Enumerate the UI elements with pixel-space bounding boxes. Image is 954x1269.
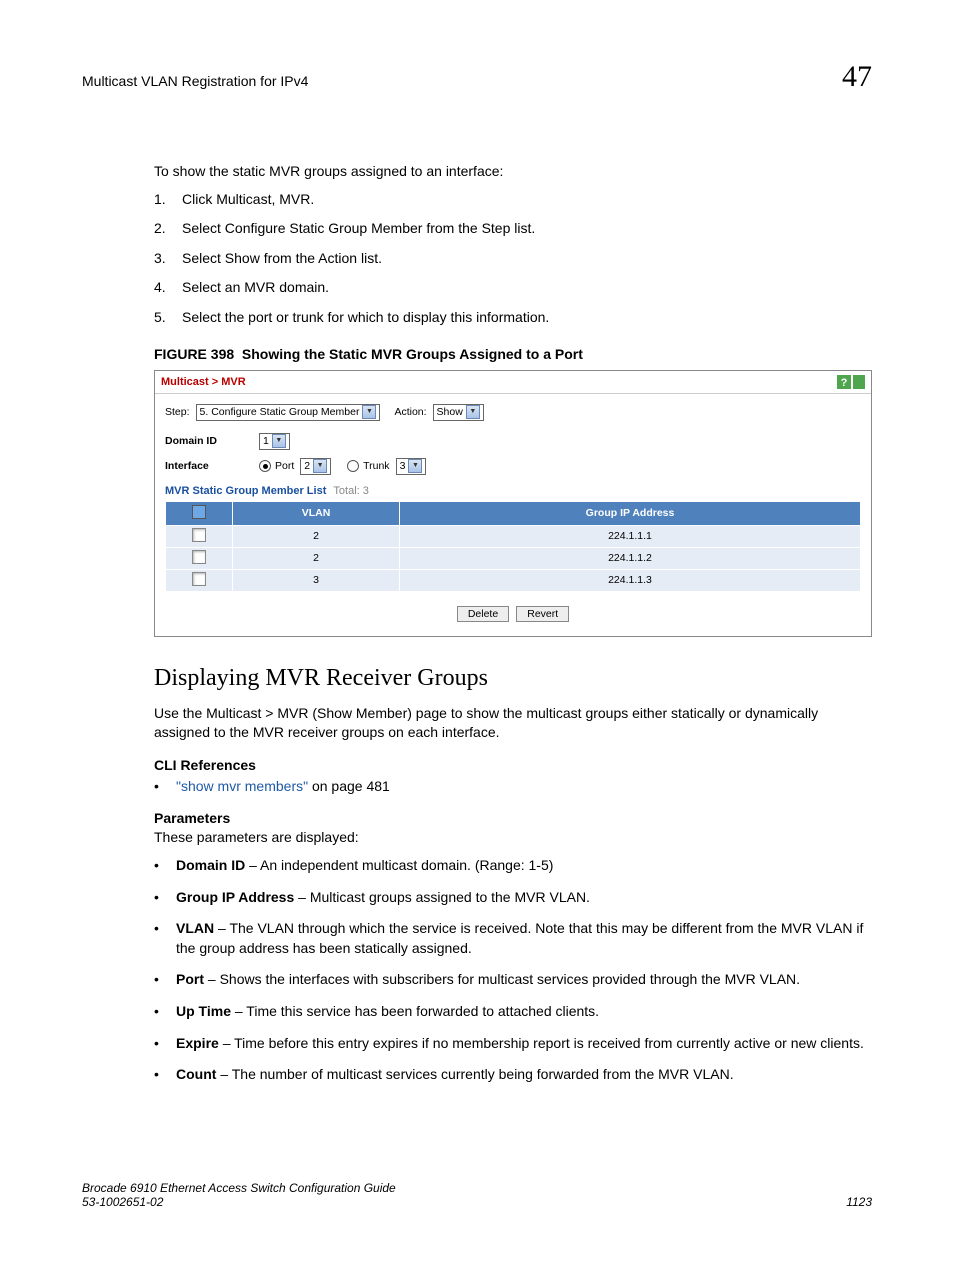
trunk-select[interactable]: 3 ▼ — [396, 458, 427, 475]
svg-text:?: ? — [841, 377, 848, 389]
section-intro: Use the Multicast > MVR (Show Member) pa… — [154, 704, 872, 743]
param-term: Count — [176, 1066, 216, 1082]
param-desc: – The VLAN through which the service is … — [176, 920, 863, 956]
cli-references-heading: CLI References — [154, 757, 872, 773]
step-text: Select an MVR domain. — [182, 278, 329, 298]
port-radio[interactable] — [259, 460, 271, 472]
domain-id-select[interactable]: 1 ▼ — [259, 433, 290, 450]
bullet-icon: • — [154, 1002, 176, 1022]
group-cell: 224.1.1.2 — [400, 547, 861, 569]
group-header: Group IP Address — [400, 501, 861, 525]
bullet-icon: • — [154, 919, 176, 958]
step-number: 2. — [154, 219, 182, 239]
group-cell: 224.1.1.1 — [400, 525, 861, 547]
param-term: Group IP Address — [176, 889, 294, 905]
select-all-checkbox[interactable] — [192, 505, 206, 519]
trunk-label: Trunk — [363, 460, 389, 472]
chevron-down-icon: ▼ — [313, 459, 327, 473]
bullet-icon: • — [154, 888, 176, 908]
chevron-down-icon: ▼ — [272, 434, 286, 448]
param-term: Port — [176, 971, 204, 987]
param-desc: – The number of multicast services curre… — [216, 1066, 733, 1082]
row-checkbox[interactable] — [192, 550, 206, 564]
breadcrumb: Multicast > MVR — [161, 376, 246, 388]
param-term: Domain ID — [176, 857, 245, 873]
group-table: VLAN Group IP Address 2 224.1.1.1 2 — [165, 501, 861, 592]
list-total: Total: 3 — [333, 485, 368, 497]
step-text: Select Show from the Action list. — [182, 249, 382, 269]
delete-button[interactable]: Delete — [457, 606, 509, 622]
param-desc: – Time this service has been forwarded t… — [231, 1003, 599, 1019]
help-icon[interactable]: ? — [837, 375, 865, 389]
figure-label: FIGURE 398 — [154, 346, 234, 362]
list-title: MVR Static Group Member List — [165, 485, 326, 497]
bullet-icon: • — [154, 1034, 176, 1054]
chapter-number: 47 — [842, 60, 872, 94]
step-number: 5. — [154, 308, 182, 328]
table-row: 3 224.1.1.3 — [166, 569, 861, 591]
parameters-heading: Parameters — [154, 810, 872, 826]
trunk-radio[interactable] — [347, 460, 359, 472]
page-number: 1123 — [846, 1195, 872, 1209]
table-row: 2 224.1.1.2 — [166, 547, 861, 569]
param-desc: – Multicast groups assigned to the MVR V… — [294, 889, 590, 905]
bullet-icon: • — [154, 970, 176, 990]
group-cell: 224.1.1.3 — [400, 569, 861, 591]
param-term: VLAN — [176, 920, 214, 936]
footer-title: Brocade 6910 Ethernet Access Switch Conf… — [82, 1181, 396, 1195]
vlan-cell: 2 — [233, 547, 400, 569]
action-select-value: Show — [437, 405, 463, 419]
step-number: 3. — [154, 249, 182, 269]
action-label: Action: — [394, 406, 426, 418]
vlan-header: VLAN — [233, 501, 400, 525]
interface-label: Interface — [165, 460, 259, 472]
step-text: Select Configure Static Group Member fro… — [182, 219, 535, 239]
vlan-cell: 3 — [233, 569, 400, 591]
bullet-icon: • — [154, 777, 176, 797]
row-checkbox[interactable] — [192, 572, 206, 586]
step-select-value: 5. Configure Static Group Member — [200, 405, 360, 419]
port-select-value: 2 — [304, 459, 310, 473]
trunk-select-value: 3 — [400, 459, 406, 473]
chevron-down-icon: ▼ — [362, 405, 376, 419]
param-desc: – An independent multicast domain. (Rang… — [245, 857, 553, 873]
param-term: Expire — [176, 1035, 219, 1051]
row-checkbox[interactable] — [192, 528, 206, 542]
step-number: 4. — [154, 278, 182, 298]
step-label: Step: — [165, 406, 190, 418]
chevron-down-icon: ▼ — [408, 459, 422, 473]
port-label: Port — [275, 460, 294, 472]
bullet-icon: • — [154, 856, 176, 876]
step-text: Select the port or trunk for which to di… — [182, 308, 549, 328]
param-desc: – Shows the interfaces with subscribers … — [204, 971, 800, 987]
revert-button[interactable]: Revert — [516, 606, 569, 622]
port-select[interactable]: 2 ▼ — [300, 458, 331, 475]
chevron-down-icon: ▼ — [466, 405, 480, 419]
step-number: 1. — [154, 190, 182, 210]
bullet-icon: • — [154, 1065, 176, 1085]
vlan-cell: 2 — [233, 525, 400, 547]
domain-id-value: 1 — [263, 434, 269, 448]
section-heading: Displaying MVR Receiver Groups — [154, 665, 872, 692]
intro-text: To show the static MVR groups assigned t… — [154, 162, 872, 182]
param-term: Up Time — [176, 1003, 231, 1019]
page-header-title: Multicast VLAN Registration for IPv4 — [82, 73, 308, 89]
figure-caption-text: Showing the Static MVR Groups Assigned t… — [242, 346, 583, 362]
table-row: 2 224.1.1.1 — [166, 525, 861, 547]
cli-reference-link[interactable]: "show mvr members" — [176, 778, 308, 794]
cli-reference-suffix: on page 481 — [308, 778, 390, 794]
parameters-intro: These parameters are displayed: — [154, 828, 872, 848]
footer-doc-number: 53-1002651-02 — [82, 1195, 396, 1209]
step-select[interactable]: 5. Configure Static Group Member ▼ — [196, 404, 381, 421]
figure-screenshot: Multicast > MVR ? Step: 5. Configure Sta… — [154, 370, 872, 637]
param-desc: – Time before this entry expires if no m… — [219, 1035, 864, 1051]
action-select[interactable]: Show ▼ — [433, 404, 484, 421]
domain-id-label: Domain ID — [165, 435, 259, 447]
step-text: Click Multicast, MVR. — [182, 190, 314, 210]
